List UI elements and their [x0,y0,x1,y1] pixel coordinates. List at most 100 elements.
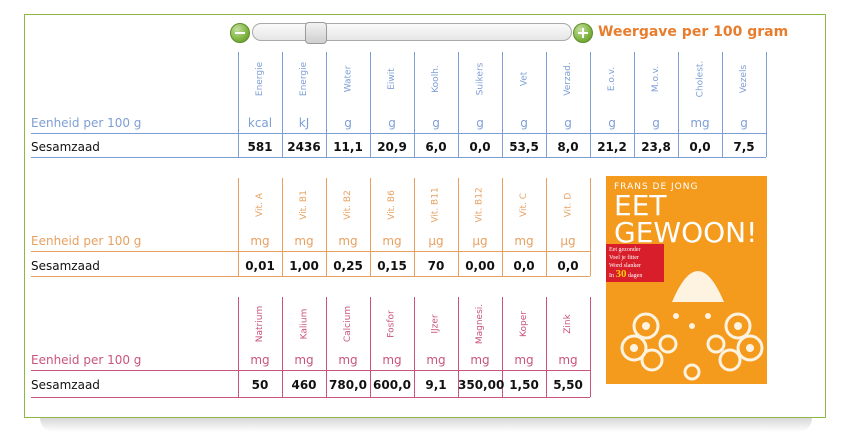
macro-header-text: Water [342,65,353,93]
mineral-header-text: Magnesi. [474,303,485,345]
macro-header[interactable]: Suikers [458,52,502,106]
mineral-header[interactable]: Natrium [238,297,282,351]
mineral-header-text: IJzer [431,314,441,334]
mineral-unit-label: Eenheid per 100 g [31,353,142,367]
tagline-number: 30 [615,268,627,280]
vitamin-header[interactable]: Vit. C [502,178,546,232]
macro-header[interactable]: Cholest. [678,52,722,106]
macro-unit: g [740,116,748,130]
macro-header[interactable]: Verzad. [546,52,590,106]
macro-header-text: Eiwit [386,68,397,90]
view-mode-label: Weergave per 100 gram [598,24,789,40]
vitamin-column-divider [458,178,459,276]
macro-column-divider [414,52,415,157]
mineral-column-divider [238,297,239,397]
macro-header-text: Energie [254,61,265,97]
macro-value: 6,0 [425,140,447,154]
vitamin-header[interactable]: Vit. B12 [458,178,502,232]
macro-value: 21,2 [597,140,627,154]
mineral-divider-bottom [31,397,590,398]
macro-header[interactable]: Vet [502,52,546,106]
vitamin-header[interactable]: Vit. B1 [282,178,326,232]
macro-unit: g [476,116,484,130]
mineral-column-divider [590,297,591,397]
macro-value: 11,1 [333,140,363,154]
macro-header[interactable]: E.o.v. [590,52,634,106]
macro-column-divider [546,52,547,157]
macro-value: 53,5 [509,140,539,154]
vitamin-header[interactable]: Vit. B6 [370,178,414,232]
mineral-header[interactable]: Kalium [282,297,326,351]
macro-unit: g [564,116,572,130]
vitamin-header[interactable]: Vit. B11 [414,178,458,232]
macro-header[interactable]: Energie [238,52,282,106]
vitamin-unit-label: Eenheid per 100 g [31,234,142,248]
mineral-header-text: Natrium [254,305,265,343]
vitamin-header[interactable]: Vit. B2 [326,178,370,232]
vitamin-header-text: Vit. B11 [431,187,441,223]
vitamin-header-text: Vit. A [255,193,265,217]
mineral-column-divider [370,297,371,397]
vitamin-unit: mg [250,234,270,248]
vitamin-header-text: Vit. C [519,193,529,217]
mineral-unit: mg [338,353,358,367]
minus-icon[interactable] [230,23,250,43]
vitamin-header[interactable]: Vit. A [238,178,282,232]
macro-header-text: E.o.v. [607,66,617,92]
macro-unit: kJ [298,116,310,130]
book-title-line2: GEWOON! [614,216,758,249]
vitamin-column-divider [414,178,415,276]
mineral-header-text: Calcium [342,305,353,343]
vitamin-unit: µg [472,234,488,248]
vitamin-column-divider [326,178,327,276]
vitamin-value: 1,00 [289,259,319,273]
mineral-header[interactable]: Fosfor [370,297,414,351]
mineral-column-divider [282,297,283,397]
macro-unit: g [520,116,528,130]
macro-header[interactable]: M.o.v. [634,52,678,106]
macro-column-divider [766,52,767,157]
vitamin-column-divider [590,178,591,276]
mineral-unit: mg [294,353,314,367]
macro-column-divider [282,52,283,157]
book-tagline: Eet gezonder Voel je fitter Word slanker… [606,244,664,282]
macro-column-divider [502,52,503,157]
book-title: EET GEWOON! [614,192,758,249]
zoom-slider-thumb[interactable] [305,22,327,44]
mineral-column-divider [326,297,327,397]
vitamin-column-divider [282,178,283,276]
macro-column-divider [370,52,371,157]
panel-shadow [40,418,812,432]
vitamin-value: 0,00 [465,259,495,273]
macro-column-divider [678,52,679,157]
vitamin-header-text: Vit. B6 [387,190,397,220]
vitamin-column-divider [546,178,547,276]
mineral-value: 1,50 [509,378,539,392]
mineral-column-divider [414,297,415,397]
plus-icon[interactable] [573,23,593,43]
macro-header[interactable]: Koolh. [414,52,458,106]
mineral-header[interactable]: Zink [546,297,590,351]
macro-header[interactable]: Vezels [722,52,766,106]
mineral-column-divider [546,297,547,397]
tagline-4: In 30 dagen [609,268,661,280]
mineral-unit: mg [558,353,578,367]
macro-header[interactable]: Energie [282,52,326,106]
vitamin-header[interactable]: Vit. D [546,178,590,232]
vitamin-value: 0,0 [557,259,579,273]
vitamin-divider-top [31,251,590,252]
book-cover[interactable]: FRANS DE JONG EET GEWOON! Eet gezonder V… [606,176,767,384]
vitamin-value: 0,25 [333,259,363,273]
zoom-slider-track[interactable] [252,23,572,41]
macro-header-text: Cholest. [695,60,705,98]
macro-header[interactable]: Eiwit [370,52,414,106]
mineral-header[interactable]: Calcium [326,297,370,351]
mineral-header[interactable]: Koper [502,297,546,351]
mineral-header[interactable]: IJzer [414,297,458,351]
vitamin-unit: mg [514,234,534,248]
macro-header[interactable]: Water [326,52,370,106]
vitamin-unit: µg [560,234,576,248]
mineral-header[interactable]: Magnesi. [458,297,502,351]
tagline-2: Voel je fitter [609,255,639,261]
macro-value: 581 [247,140,273,154]
